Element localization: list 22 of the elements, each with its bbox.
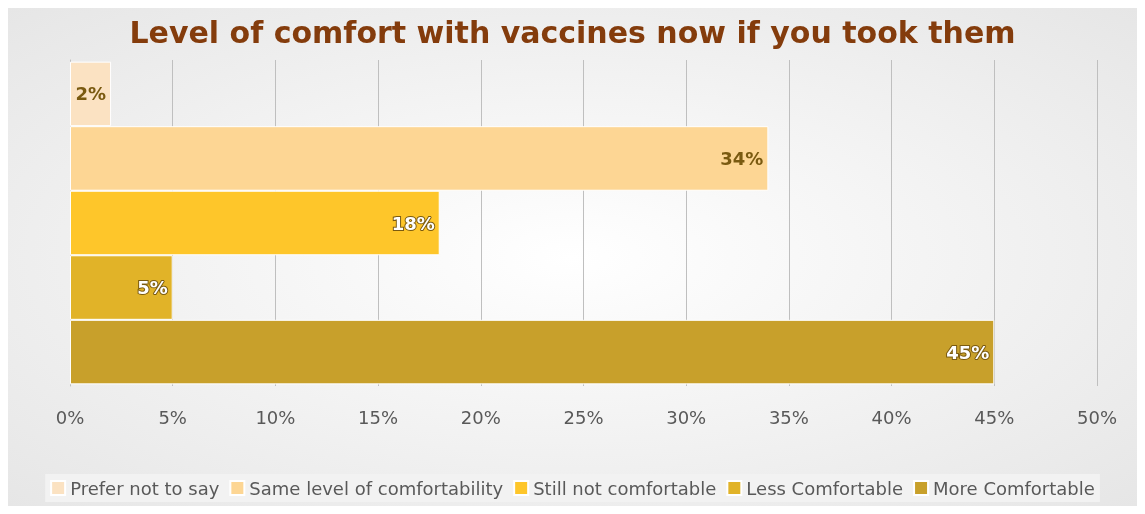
chart-title: Level of comfort with vaccines now if you took them [129, 14, 1016, 50]
data-label: 45% [946, 341, 990, 363]
x-tick-label: 25% [563, 406, 604, 428]
x-tick-label: 50% [1076, 406, 1118, 428]
legend-label: Same level of comfortability [249, 477, 504, 499]
legend-label: Still not comfortable [533, 477, 717, 499]
x-tick-label: 45% [974, 406, 1015, 428]
x-tick-label: 35% [768, 406, 809, 428]
legend-label: Less Comfortable [746, 477, 904, 499]
data-label: 2% [75, 83, 107, 105]
x-tick-label: 5% [158, 406, 187, 428]
x-tick-label: 30% [666, 406, 707, 428]
x-tick-label: 15% [358, 406, 399, 428]
x-tick-label: 20% [460, 406, 501, 428]
legend-label: Prefer not to say [70, 477, 220, 499]
x-tick-label: 40% [871, 406, 912, 428]
data-label: 5% [137, 277, 168, 299]
x-tick-label: 0% [55, 406, 85, 428]
legend-label: More Comfortable [933, 477, 1095, 499]
x-tick-label: 10% [255, 406, 296, 428]
data-label: 18% [391, 212, 435, 234]
data-label: 34% [720, 147, 764, 169]
